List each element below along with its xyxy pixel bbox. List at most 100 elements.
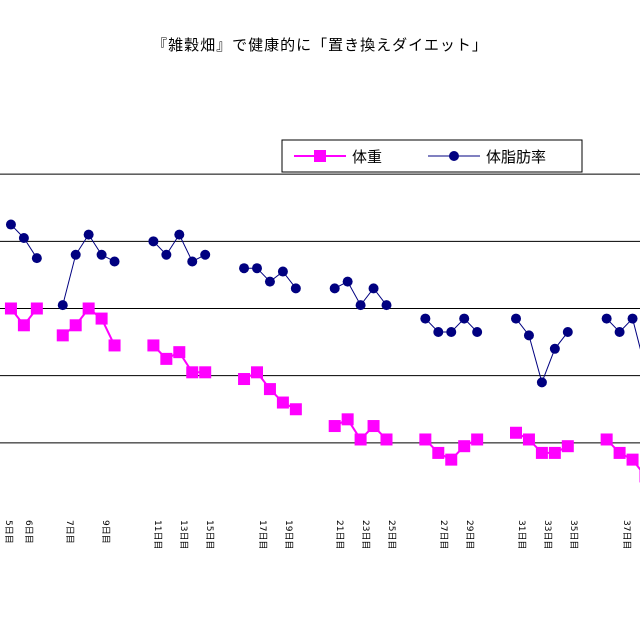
data-point-weight: [445, 453, 458, 466]
data-point-weight: [535, 446, 548, 459]
data-point-weight: [471, 433, 484, 446]
legend-marker-weight: [314, 150, 326, 162]
series-line-bodyfat: [62, 233, 115, 306]
x-tick-label: 19日目: [283, 520, 294, 549]
x-tick-label: 5日目: [3, 520, 14, 544]
data-point-weight: [238, 373, 251, 386]
data-point-bodyfat: [83, 229, 94, 240]
data-point-weight: [419, 433, 432, 446]
x-tick-label: 6日目: [23, 520, 34, 544]
data-point-bodyfat: [174, 229, 185, 240]
data-point-weight: [380, 433, 393, 446]
data-point-bodyfat: [627, 313, 638, 324]
data-point-bodyfat: [109, 256, 120, 267]
data-point-weight: [69, 319, 82, 332]
data-point-bodyfat: [252, 263, 262, 274]
data-point-bodyfat: [187, 256, 198, 267]
data-point-bodyfat: [57, 300, 68, 311]
data-point-weight: [30, 302, 43, 315]
data-point-bodyfat: [200, 249, 211, 260]
legend-marker-bodyfat: [449, 151, 459, 161]
x-tick-label: 17日目: [257, 520, 268, 549]
data-point-bodyfat: [342, 276, 353, 287]
x-tick-label: 31日目: [516, 520, 527, 549]
series-markers: [4, 219, 640, 483]
x-tick-label: 33日目: [542, 520, 553, 549]
data-point-weight: [600, 433, 613, 446]
data-point-bodyfat: [562, 327, 573, 338]
data-point-weight: [522, 433, 535, 446]
data-point-bodyfat: [472, 327, 483, 338]
x-tick-label: 37日目: [621, 520, 632, 549]
x-tick-label: 21日目: [334, 520, 345, 549]
data-point-bodyfat: [549, 343, 560, 354]
data-point-weight: [199, 366, 212, 379]
data-point-weight: [432, 446, 445, 459]
data-point-weight: [367, 420, 380, 433]
data-point-bodyfat: [239, 263, 250, 274]
data-point-bodyfat: [433, 327, 444, 338]
data-point-weight: [82, 302, 95, 315]
data-point-bodyfat: [614, 327, 625, 338]
x-tick-label: 27日目: [438, 520, 449, 549]
data-point-weight: [341, 413, 354, 426]
data-point-bodyfat: [329, 283, 340, 294]
data-point-weight: [458, 440, 471, 453]
data-point-bodyfat: [459, 313, 470, 324]
data-point-weight: [147, 339, 160, 352]
x-tick-label: 7日目: [64, 520, 75, 544]
x-tick-label: 25日目: [386, 520, 397, 549]
data-point-weight: [186, 366, 199, 379]
gridlines: [0, 173, 640, 444]
data-point-weight: [289, 403, 302, 416]
chart-title: 『雑穀畑』で健康的に「置き換えダイエット」: [152, 36, 488, 54]
data-point-bodyfat: [277, 266, 288, 277]
data-point-bodyfat: [523, 330, 534, 341]
data-point-weight: [251, 366, 263, 379]
data-point-bodyfat: [161, 249, 172, 260]
data-point-bodyfat: [368, 283, 379, 294]
data-point-bodyfat: [355, 300, 366, 311]
data-point-bodyfat: [18, 232, 29, 243]
data-point-bodyfat: [5, 219, 16, 230]
series-line-weight: [605, 438, 640, 471]
series-lines: [10, 224, 640, 471]
x-tick-label: 15日目: [204, 520, 215, 549]
series-line-bodyfat: [515, 318, 569, 384]
series-line-bodyfat: [606, 317, 640, 350]
data-point-weight: [4, 302, 17, 315]
data-point-weight: [17, 319, 30, 332]
data-point-bodyfat: [148, 236, 159, 247]
data-point-weight: [561, 440, 574, 453]
legend-label-bodyfat: 体脂肪率: [486, 148, 546, 166]
data-point-weight: [56, 329, 69, 342]
x-tick-labels: 5日目 6日目 7日目 9日目 11日目 13日目 15日目 17日目 19日目 21日目 23日目…: [3, 520, 632, 549]
x-tick-label: 11日目: [152, 520, 163, 549]
data-point-bodyfat: [446, 327, 457, 338]
data-point-bodyfat: [290, 283, 301, 294]
data-point-bodyfat: [264, 276, 275, 287]
data-point-weight: [108, 339, 121, 352]
data-point-weight: [263, 383, 276, 396]
data-point-weight: [328, 420, 341, 433]
x-tick-label: 29日目: [464, 520, 475, 549]
data-point-bodyfat: [601, 313, 612, 324]
data-point-bodyfat: [536, 377, 547, 388]
data-point-weight: [276, 396, 289, 409]
data-point-bodyfat: [381, 300, 392, 311]
data-point-weight: [548, 446, 561, 459]
data-point-weight: [173, 346, 186, 359]
data-point-weight: [626, 453, 639, 466]
data-point-weight: [613, 446, 626, 459]
data-point-weight: [354, 433, 367, 446]
legend-label-weight: 体重: [352, 148, 382, 166]
x-tick-label: 9日目: [100, 520, 111, 544]
data-point-bodyfat: [96, 249, 107, 260]
legend: 体重 体脂肪率: [281, 139, 583, 173]
data-point-bodyfat: [31, 253, 42, 264]
data-point-weight: [95, 312, 108, 325]
x-tick-label: 23日目: [360, 520, 371, 549]
data-point-bodyfat: [420, 313, 431, 324]
data-point-weight: [160, 352, 173, 365]
